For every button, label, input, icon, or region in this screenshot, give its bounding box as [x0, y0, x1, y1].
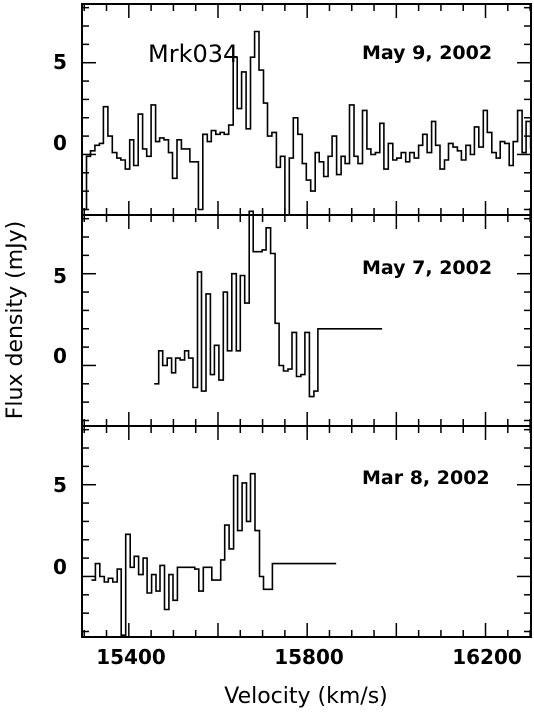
ytick-label-bottom-5: 5	[53, 473, 67, 497]
xtick-label-15800: 15800	[274, 645, 344, 669]
ytick-label-middle-0: 0	[53, 344, 67, 368]
ytick-label-top-5: 5	[53, 50, 67, 74]
panel-date-mar8: Mar 8, 2002	[362, 467, 490, 489]
panel-date-may9: May 9, 2002	[362, 42, 492, 64]
x-axis-label: Velocity (km/s)	[224, 684, 388, 709]
series-may9	[82, 30, 532, 216]
ytick-label-bottom-0: 0	[53, 555, 67, 579]
series-mar8	[91, 472, 337, 636]
series-may7	[154, 210, 383, 398]
panel-top-frame	[81, 3, 532, 216]
object-name-label: Mrk034	[148, 40, 238, 68]
panel-middle-frame	[81, 214, 532, 427]
ytick-label-middle-5: 5	[53, 264, 67, 288]
step-line	[82, 30, 532, 216]
y-axis-label: Flux density (mJy)	[3, 221, 28, 419]
xtick-label-15400: 15400	[96, 645, 166, 669]
xtick-label-16200: 16200	[452, 645, 522, 669]
panel-bottom-frame	[81, 425, 532, 638]
ytick-label-top-0: 0	[53, 131, 67, 155]
step-line	[154, 210, 383, 398]
step-line	[91, 472, 337, 636]
tick-marks	[82, 4, 531, 637]
panel-date-may7: May 7, 2002	[362, 257, 492, 279]
